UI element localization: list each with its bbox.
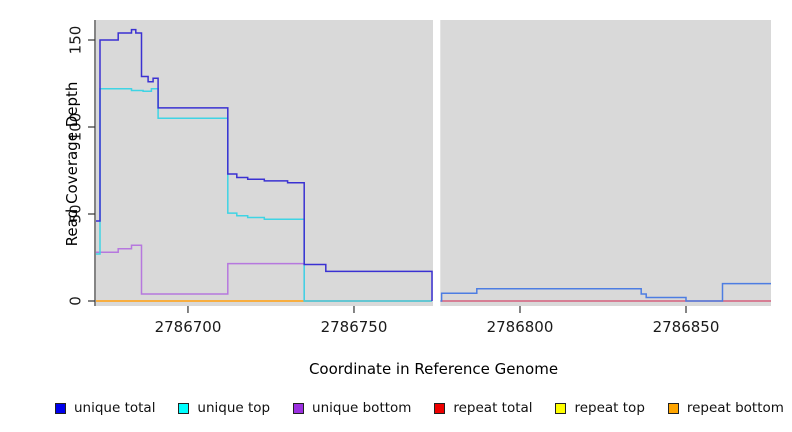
x-axis-label: Coordinate in Reference Genome xyxy=(308,360,559,378)
legend-item-repeat-bottom: repeat bottom xyxy=(667,400,784,416)
y-tick-label: 150 xyxy=(67,26,85,55)
x-tick-label: 2786750 xyxy=(321,318,388,336)
legend-label: repeat bottom xyxy=(686,400,784,416)
legend-swatch-icon xyxy=(667,402,679,414)
legend-label: unique top xyxy=(197,400,271,416)
x-tick-label: 2786850 xyxy=(653,318,720,336)
legend-label: unique bottom xyxy=(312,400,412,416)
legend: unique total unique top unique bottom repea… xyxy=(55,398,784,418)
series-line-unique-top xyxy=(96,87,432,302)
y-tick-label: 50 xyxy=(67,204,85,223)
coverage-gap-band xyxy=(433,17,441,309)
y-tick-label: 0 xyxy=(67,296,85,306)
legend-swatch-icon xyxy=(555,402,567,414)
y-tick-label: 100 xyxy=(67,113,85,142)
legend-label: unique total xyxy=(74,400,156,416)
legend-swatch-icon xyxy=(55,402,66,414)
legend-item-repeat-top: repeat top xyxy=(555,400,645,416)
legend-swatch-icon xyxy=(178,402,190,414)
series-line-unique-total xyxy=(96,28,433,301)
legend-swatch-icon xyxy=(434,402,446,414)
series-line-unique-total-after-gap- xyxy=(440,282,771,302)
legend-label: repeat top xyxy=(574,400,645,416)
legend-label: repeat total xyxy=(453,400,533,416)
x-tick-label: 2786800 xyxy=(487,318,554,336)
legend-item-unique-bottom: unique bottom xyxy=(293,400,411,416)
x-tick-label: 2786700 xyxy=(155,318,222,336)
legend-item-unique-top: unique top xyxy=(178,400,270,416)
plot-area: 0 50 100 150 2786700 2786750 2786800 2786850 xyxy=(66,17,771,336)
legend-swatch-icon xyxy=(293,402,305,414)
legend-item-repeat-total: repeat total xyxy=(434,400,533,416)
y-axis-label: Read Coverage Depth xyxy=(63,81,81,247)
legend-item-unique-total: unique total xyxy=(55,400,155,416)
